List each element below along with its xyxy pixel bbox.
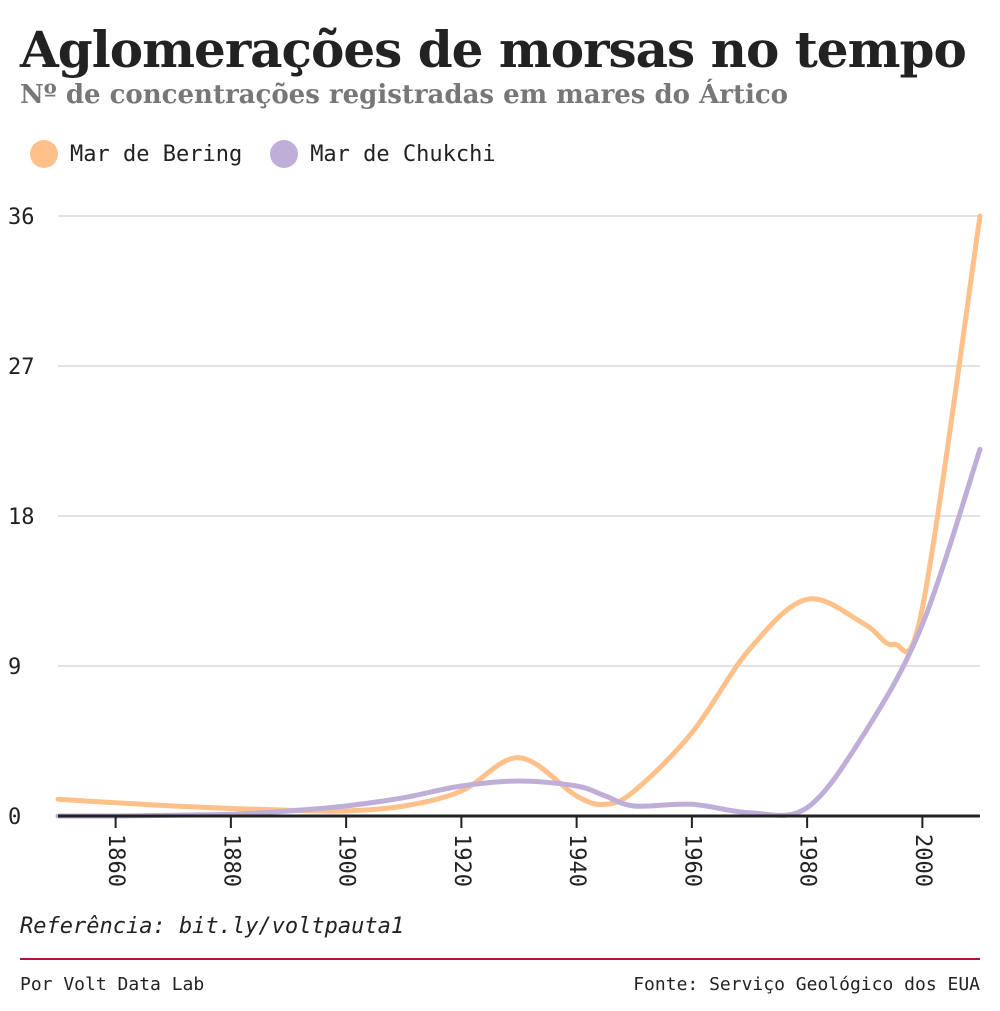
source-text: Fonte: Serviço Geológico dos EUA — [633, 974, 980, 995]
y-tick-label-9: 9 — [8, 655, 21, 680]
y-tick-label-18: 18 — [8, 505, 35, 530]
x-tick-label-1900: 1900 — [334, 834, 359, 887]
x-tick-label-1940: 1940 — [564, 834, 589, 887]
x-tick-label-1960: 1960 — [679, 834, 704, 887]
chart-title: Aglomerações de morsas no tempo — [20, 20, 967, 79]
y-axis-ticks: 0 9 18 27 36 — [8, 205, 35, 830]
x-tick-label-1880: 1880 — [218, 834, 243, 887]
series-lines — [55, 213, 983, 819]
y-tick-label-0: 0 — [8, 805, 21, 830]
x-tick-label-1920: 1920 — [449, 834, 474, 887]
reference-note: Referência: bit.ly/voltpauta1 — [20, 914, 405, 939]
series-line-0 — [55, 213, 983, 814]
x-tick-label-2000: 2000 — [910, 834, 935, 887]
legend-label-bering: Mar de Bering — [70, 141, 243, 167]
credit-text: Por Volt Data Lab — [20, 974, 205, 995]
legend-label-chukchi: Mar de Chukchi — [310, 141, 496, 167]
grid-lines — [58, 215, 980, 667]
footer-divider — [20, 958, 980, 960]
x-tick-label-1860: 1860 — [103, 834, 128, 887]
legend: Mar de Bering Mar de Chukchi — [30, 140, 524, 168]
legend-item-bering: Mar de Bering — [30, 140, 242, 168]
series-line-1 — [55, 446, 983, 819]
line-chart: 0 9 18 27 36 1860 1880 1900 1920 1940 1960 1980 200… — [8, 205, 983, 887]
legend-swatch-bering — [30, 140, 58, 168]
legend-swatch-chukchi — [270, 140, 299, 168]
x-tick-label-1980: 1980 — [795, 834, 820, 887]
y-tick-label-36: 36 — [8, 205, 35, 230]
x-axis-ticks: 1860 1880 1900 1920 1940 1960 1980 2000 — [103, 816, 935, 887]
y-tick-label-27: 27 — [8, 355, 35, 380]
chart-subtitle: Nº de concentrações registradas em mares… — [20, 80, 789, 110]
legend-item-chukchi: Mar de Chukchi — [270, 140, 496, 168]
